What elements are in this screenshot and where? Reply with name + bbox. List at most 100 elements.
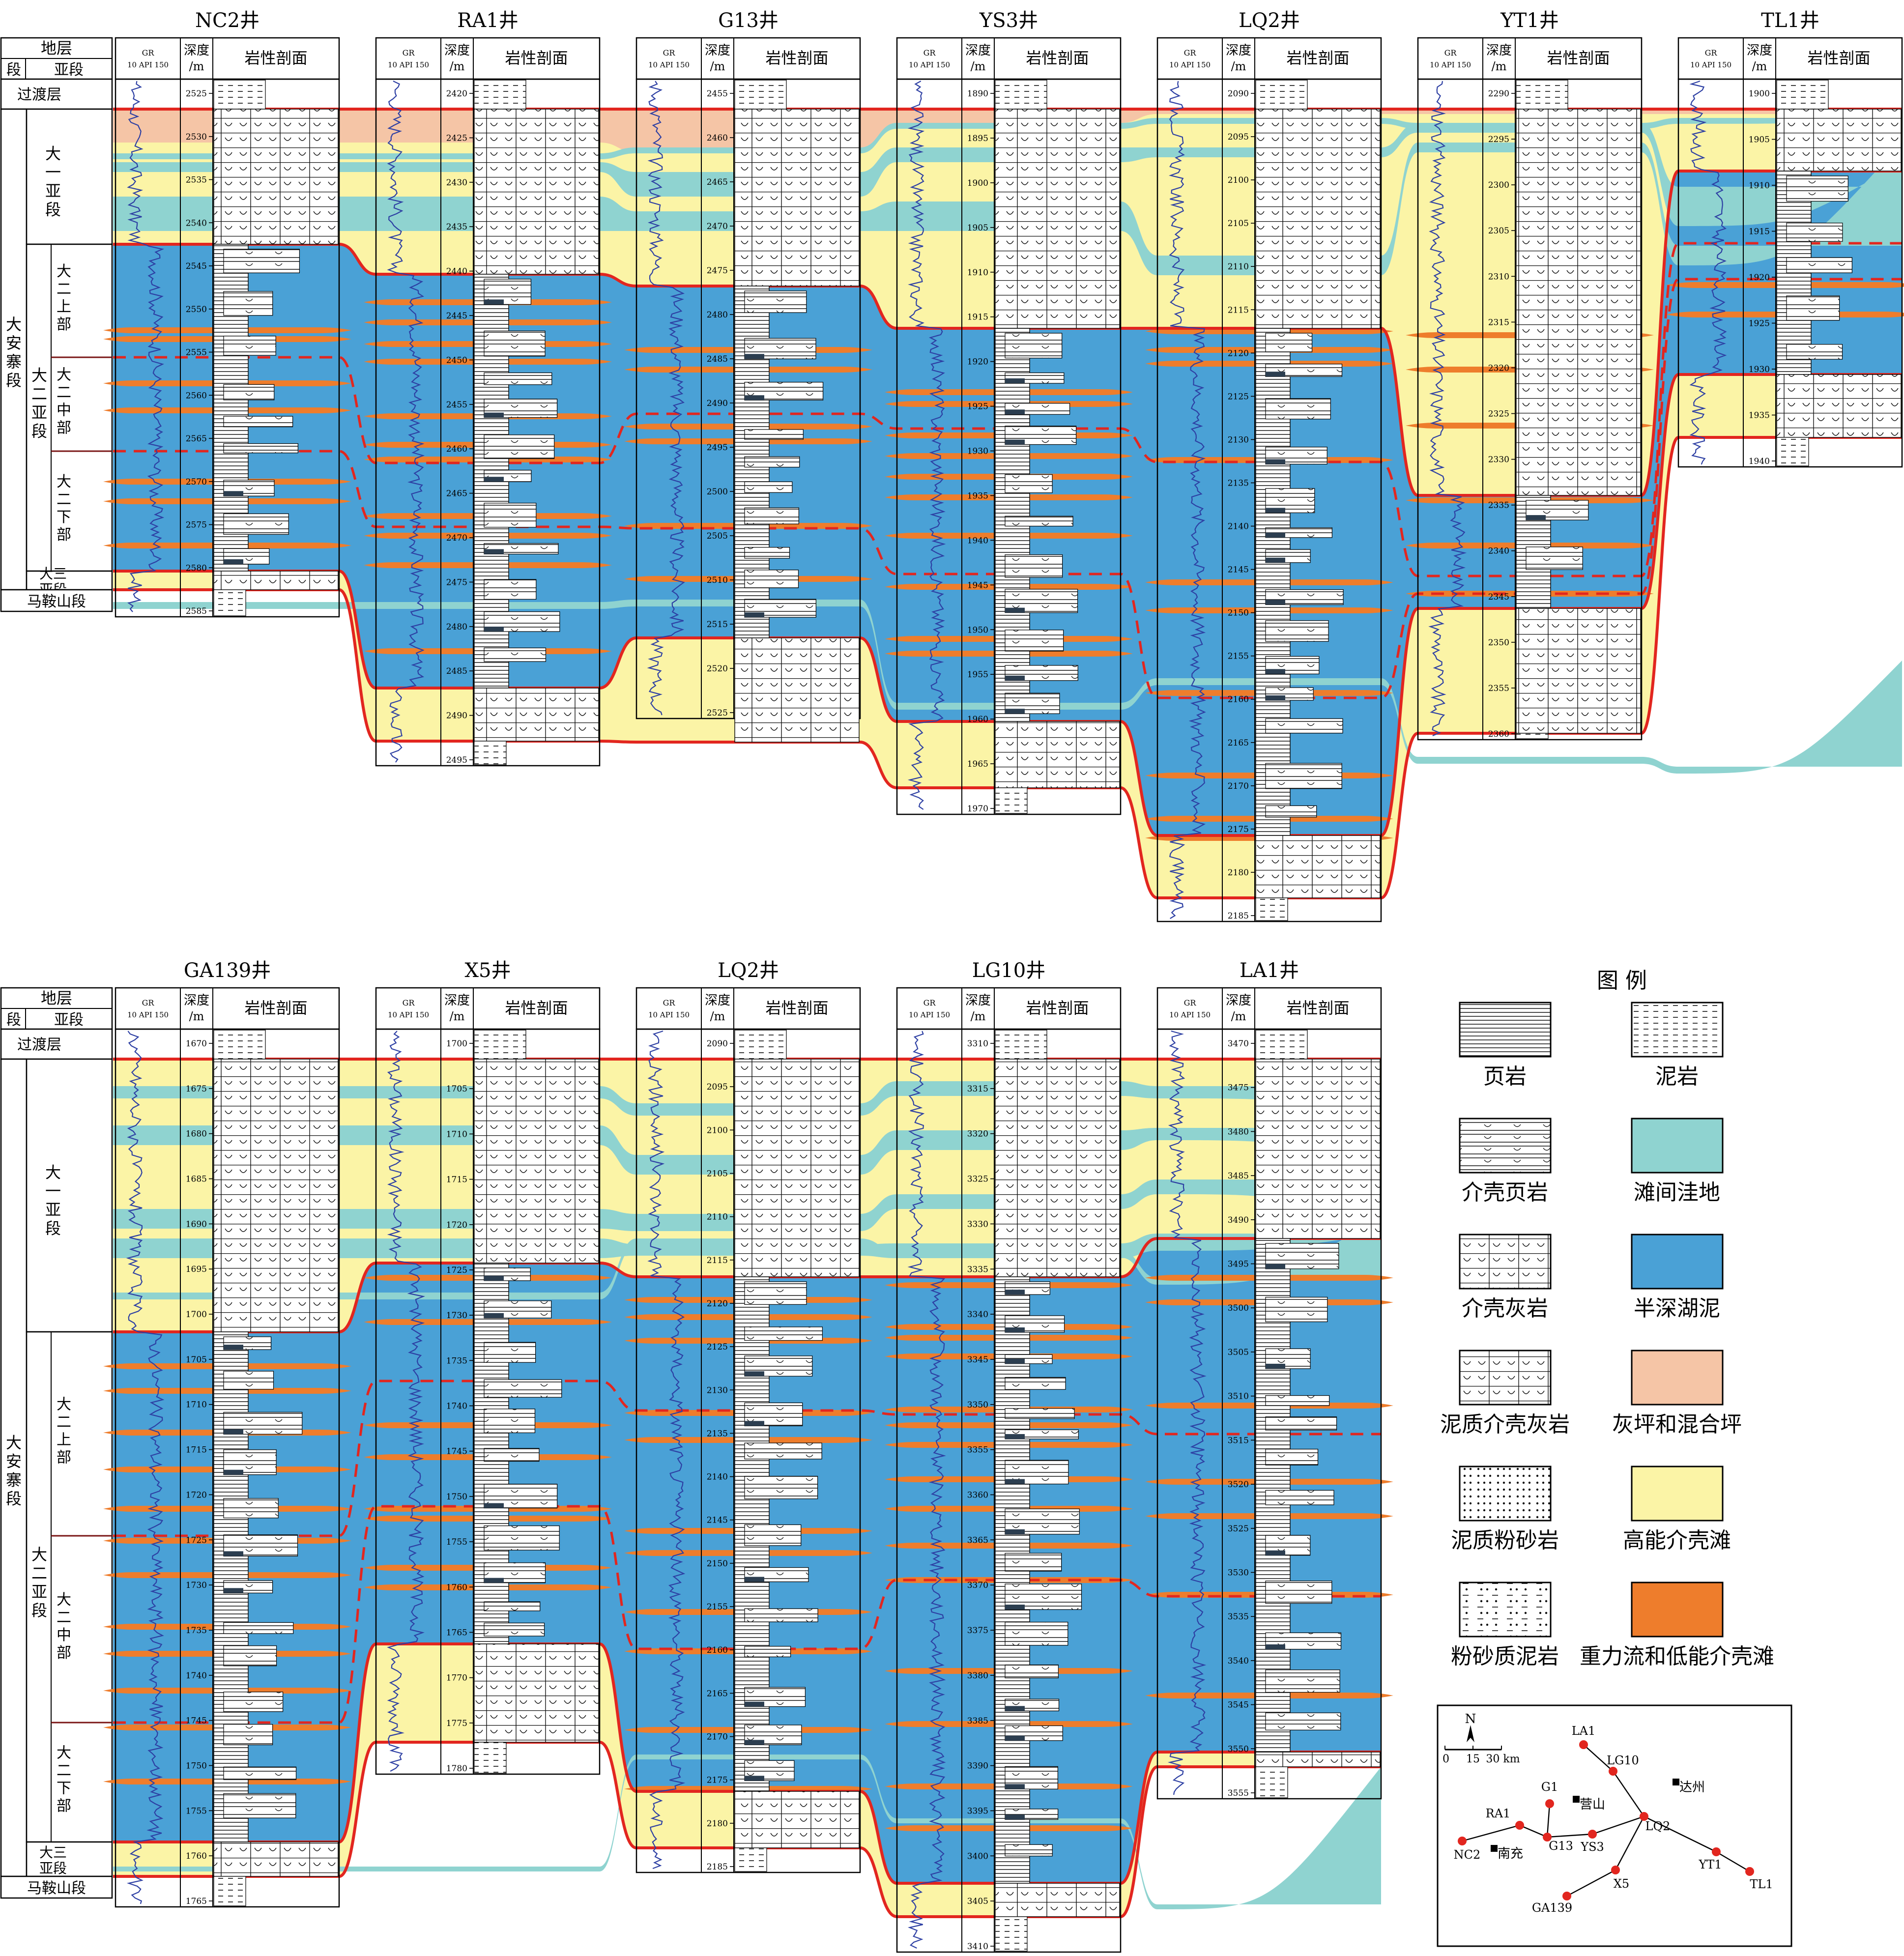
depth-label: 2460	[446, 444, 467, 454]
lith-dark-band	[745, 1577, 764, 1582]
lith-header: 岩性剖面	[244, 999, 307, 1017]
lith-dark-band	[1005, 1605, 1025, 1610]
depth-label: 1765	[186, 1897, 207, 1906]
depth-label: 1720	[186, 1490, 207, 1500]
lith-shell-shale	[1005, 630, 1064, 652]
depth-label: 1955	[967, 670, 988, 680]
city-label: 达州	[1679, 1780, 1705, 1795]
depth-label: 2160	[1228, 695, 1249, 705]
depth-label: 1940	[1749, 457, 1770, 466]
map-well-label: LG10	[1607, 1754, 1639, 1767]
lith-shell-shale	[1265, 1581, 1332, 1604]
well-body-frame	[1156, 1028, 1382, 1800]
daanzhai-label-char: 段	[6, 1490, 22, 1508]
lith-dark-band	[1266, 372, 1285, 377]
gr-header: GR	[663, 48, 676, 58]
well-name: X5井	[465, 959, 511, 982]
lith-mudstone-top	[995, 1030, 1047, 1060]
depth-header: 深度	[1486, 43, 1512, 58]
legend-label: 滩间洼地	[1634, 1180, 1720, 1205]
legend-swatch-shellshale	[1459, 1118, 1552, 1174]
lith-dark-band	[1005, 1358, 1025, 1364]
lith-dark-band	[1005, 409, 1025, 415]
depth-label: 2495	[446, 755, 467, 765]
well-body-frame	[1156, 78, 1382, 922]
da1-label-char: 段	[45, 201, 61, 219]
panel-0: 地层段 亚段过渡层大安寨段大安寨段大一亚段大一亚段大二亚段大二亚段大二上部大二上部…	[0, 9, 1904, 922]
depth-label: 1735	[186, 1626, 207, 1636]
depth-label: 3365	[967, 1535, 988, 1545]
map-well-label: RA1	[1486, 1807, 1511, 1820]
depth-label: 2505	[707, 531, 728, 541]
lith-shell-shale	[484, 1379, 562, 1398]
da2-label-char: 大	[31, 366, 47, 385]
lith-shell-shale	[744, 1281, 807, 1305]
lith-dark-band	[745, 354, 764, 359]
lith-mudstone-bottom	[1516, 733, 1549, 739]
map-well-label: GA139	[1532, 1901, 1572, 1915]
depth-label: 2165	[1228, 738, 1249, 748]
north-arrow-icon	[1467, 1725, 1474, 1742]
depth-label: 2100	[707, 1125, 728, 1135]
well-name: G13井	[718, 9, 779, 32]
lith-shell-shale	[223, 1645, 277, 1667]
depth-label: 3395	[967, 1806, 988, 1816]
lith-dark-band	[1266, 508, 1285, 513]
da2-middle-label-char: 中	[57, 402, 71, 419]
map-link	[1644, 1815, 1717, 1853]
lith-dark-band	[224, 1588, 243, 1593]
depth-label: 3490	[1228, 1215, 1249, 1225]
lith-shell-limestone-da3	[995, 721, 1120, 788]
lith-dark-band	[1005, 1735, 1025, 1741]
depth-label: 2140	[1228, 522, 1249, 532]
lith-shell-shale	[1005, 1622, 1068, 1646]
depth-label: 1910	[1749, 181, 1770, 191]
da1-cell	[26, 108, 113, 245]
depth-label: 3410	[967, 1942, 988, 1952]
boundary-da3	[113, 1642, 1381, 1885]
depth-header: 深度	[965, 993, 991, 1008]
lith-shell-shale	[223, 416, 293, 428]
lith-shell-shale	[484, 1525, 560, 1551]
depth-label: 1920	[967, 357, 988, 367]
depth-label: 3320	[967, 1129, 988, 1139]
interbank-lens	[113, 118, 1902, 159]
depth-label: 2105	[1228, 219, 1249, 229]
depth-label: 1765	[446, 1628, 467, 1638]
lith-mudstone-bottom	[1255, 1766, 1288, 1798]
map-link	[1716, 1851, 1750, 1872]
lith-shell-shale	[1005, 1664, 1059, 1678]
depth-label: 2155	[707, 1602, 728, 1612]
da2-label-char: 二	[31, 1564, 47, 1582]
depth-label: 1700	[186, 1310, 207, 1320]
gr-header: GR	[1705, 48, 1718, 58]
map-well-label: G1	[1541, 1780, 1558, 1794]
lith-header: 岩性剖面	[1286, 999, 1349, 1017]
lith-shell-shale	[223, 291, 273, 316]
depth-label: 2495	[707, 443, 728, 453]
gr-curve	[387, 81, 425, 763]
gr-scale: 10 API 150	[1430, 60, 1471, 69]
depth-label: 2140	[707, 1472, 728, 1482]
depth-header: 深度	[965, 43, 991, 58]
depth-header: 深度	[1226, 993, 1251, 1008]
legend-item-mudstone: 泥岩	[1631, 1002, 1724, 1089]
lith-dark-band	[1526, 515, 1546, 520]
depth-label: 3505	[1228, 1348, 1249, 1357]
lith-shell-shale	[1265, 589, 1344, 605]
legend-item-muddysilt: 泥质粉砂岩	[1451, 1466, 1559, 1553]
strat-header-subsegment: 亚段	[54, 1011, 84, 1029]
well-column: NC2井 GR 10 API 150 深度/m 岩性剖面 2525 2530 2535 2540…	[115, 9, 340, 618]
gr-scale: 10 API 150	[388, 60, 429, 69]
lith-shell-shale	[1265, 620, 1329, 642]
gr-header: GR	[1184, 48, 1197, 58]
gr-header: GR	[403, 998, 415, 1007]
depth-label: 1720	[446, 1220, 467, 1230]
legend-swatch-semideep	[1631, 1234, 1724, 1290]
gr-curve	[1428, 81, 1467, 737]
depth-label: 2570	[186, 477, 207, 487]
well-header-box	[635, 37, 861, 80]
da2-middle-label: 大二中部大二中部	[57, 1591, 71, 1662]
lith-shell-shale	[1786, 257, 1852, 273]
depth-label: 2335	[1488, 501, 1509, 511]
